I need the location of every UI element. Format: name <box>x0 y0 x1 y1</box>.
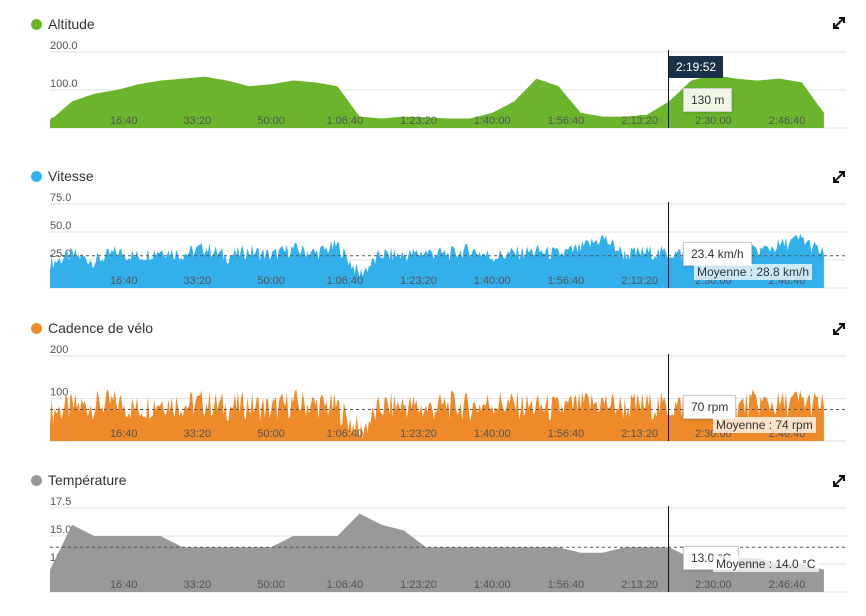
temperature-x-tick-label: 2:46:40 <box>769 579 806 591</box>
vitesse-title: Vitesse <box>31 168 94 184</box>
altitude-x-tick-label: 50:00 <box>257 115 285 127</box>
vitesse-x-tick-label: 1:56:40 <box>548 275 585 287</box>
temperature-x-tick-label: 1:40:00 <box>474 579 511 591</box>
cadence-x-tick-label: 50:00 <box>257 428 285 440</box>
temperature-x-tick-label: 50:00 <box>257 579 285 591</box>
cadence-panel: Cadence de vélo <box>0 0 866 336</box>
vitesse-average-label: Moyenne : 28.8 km/h <box>694 264 813 280</box>
altitude-y-tick-label: 200.0 <box>50 40 78 52</box>
temperature-panel: Température <box>0 0 866 488</box>
vitesse-legend-dot <box>31 170 42 182</box>
altitude-title-label: Altitude <box>48 16 95 32</box>
cadence-x-tick-label: 1:56:40 <box>548 428 585 440</box>
altitude-x-tick-label: 2:46:40 <box>769 115 806 127</box>
cadence-title: Cadence de vélo <box>31 320 153 336</box>
altitude-panel: Altitude <box>0 0 866 150</box>
vitesse-x-tick-label: 1:23:20 <box>400 275 437 287</box>
temperature-y-tick-label: 15.0 <box>50 524 71 536</box>
vitesse-x-tick-label: 2:13:20 <box>621 275 658 287</box>
cadence-area-series <box>50 389 824 441</box>
vitesse-x-tick-label: 50:00 <box>257 275 285 287</box>
temperature-x-tick-label: 2:30:00 <box>695 579 732 591</box>
vitesse-x-tick-label: 1:06:40 <box>326 275 363 287</box>
temperature-x-tick-label: 16:40 <box>110 579 138 591</box>
vitesse-area-series <box>50 233 824 288</box>
temperature-y-tick-label: 17.5 <box>50 496 71 508</box>
temperature-title: Température <box>31 472 127 488</box>
temperature-x-tick-label: 2:13:20 <box>621 579 658 591</box>
vitesse-y-tick-label: 50.0 <box>50 220 71 232</box>
vitesse-x-tick-label: 33:20 <box>184 275 212 287</box>
temperature-x-tick-label: 33:20 <box>184 579 212 591</box>
altitude-x-tick-label: 16:40 <box>110 115 138 127</box>
altitude-x-tick-label: 2:30:00 <box>695 115 732 127</box>
cursor-time-label: 2:19:52 <box>669 56 724 78</box>
cadence-x-tick-label: 33:20 <box>184 428 212 440</box>
vitesse-title-label: Vitesse <box>48 168 94 184</box>
altitude-x-tick-label: 33:20 <box>184 115 212 127</box>
temperature-x-tick-label: 1:56:40 <box>548 579 585 591</box>
cadence-tooltip: 70 rpm <box>683 395 737 419</box>
altitude-x-tick-label: 1:23:20 <box>400 115 437 127</box>
cadence-y-tick-label: 100 <box>50 387 68 399</box>
altitude-title: Altitude <box>31 16 95 32</box>
cadence-y-tick-label: 200 <box>50 344 68 356</box>
cadence-x-tick-label: 2:13:20 <box>621 428 658 440</box>
altitude-x-tick-label: 1:40:00 <box>474 115 511 127</box>
expand-arrows-icon[interactable] <box>832 474 846 488</box>
expand-arrows-icon[interactable] <box>832 322 846 336</box>
vitesse-tooltip: 23.4 km/h <box>683 242 752 266</box>
temperature-x-tick-label: 1:23:20 <box>400 579 437 591</box>
cadence-legend-dot <box>31 322 42 334</box>
temperature-legend-dot <box>31 474 42 486</box>
altitude-legend-dot <box>31 18 42 30</box>
temperature-average-label: Moyenne : 14.0 °C <box>713 556 819 572</box>
altitude-x-tick-label: 1:56:40 <box>548 115 585 127</box>
altitude-area-series <box>50 74 824 128</box>
cadence-average-label: Moyenne : 74 rpm <box>713 417 816 433</box>
altitude-tooltip: 130 m <box>683 88 733 112</box>
cadence-title-label: Cadence de vélo <box>48 320 154 336</box>
expand-arrows-icon[interactable] <box>832 170 846 184</box>
altitude-y-tick-label: 100.0 <box>50 78 78 90</box>
temperature-area-series <box>50 513 824 592</box>
cadence-x-tick-label: 16:40 <box>110 428 138 440</box>
temperature-title-label: Température <box>48 472 127 488</box>
altitude-x-tick-label: 1:06:40 <box>326 115 363 127</box>
vitesse-panel: Vitesse <box>0 0 866 184</box>
cadence-x-tick-label: 1:23:20 <box>400 428 437 440</box>
vitesse-x-tick-label: 1:40:00 <box>474 275 511 287</box>
vitesse-x-tick-label: 16:40 <box>110 275 138 287</box>
expand-arrows-icon[interactable] <box>832 16 846 30</box>
temperature-x-tick-label: 1:06:40 <box>326 579 363 591</box>
cadence-x-tick-label: 1:06:40 <box>326 428 363 440</box>
vitesse-y-tick-label: 75.0 <box>50 192 71 204</box>
cadence-x-tick-label: 1:40:00 <box>474 428 511 440</box>
altitude-x-tick-label: 2:13:20 <box>621 115 658 127</box>
